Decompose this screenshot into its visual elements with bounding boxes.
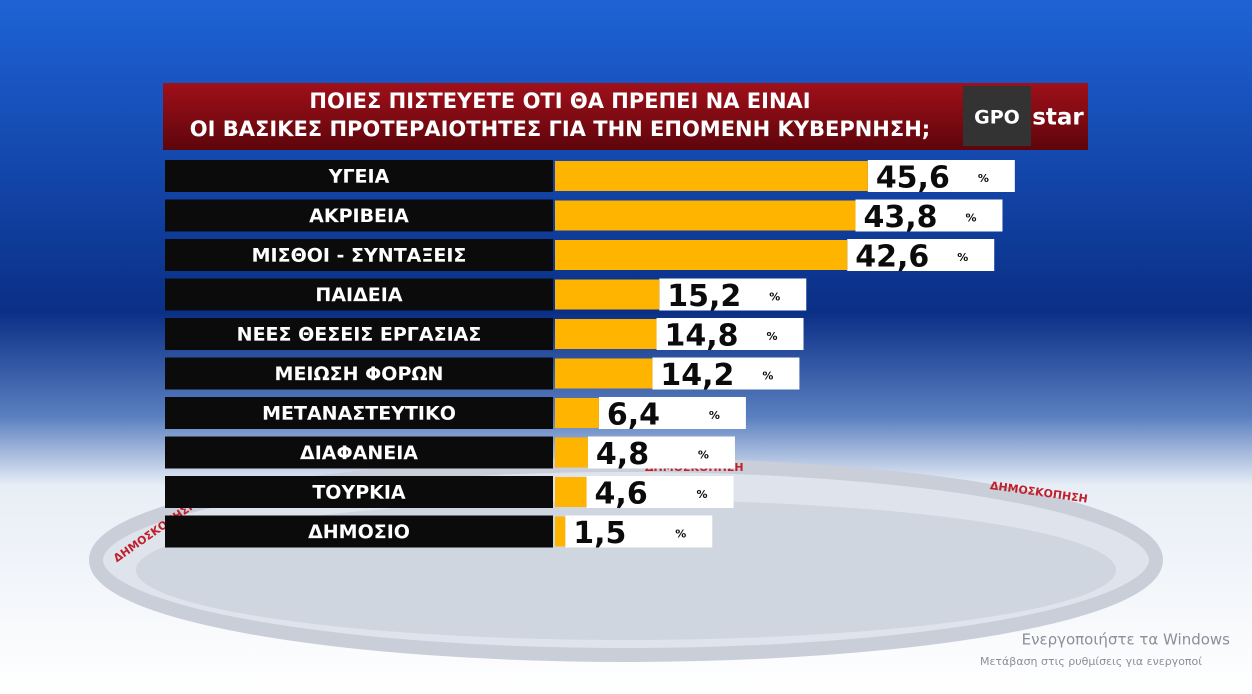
value-label: 6,4 <box>607 398 660 433</box>
bar <box>555 279 660 310</box>
category-label: ΤΟΥΡΚΙΑ <box>312 482 406 504</box>
value-box <box>586 476 734 508</box>
category-label: ΥΓΕΙΑ <box>328 166 390 188</box>
chart-title: ΠΟΙΕΣ ΠΙΣΤΕΥΕΤΕ ΟΤΙ ΘΑ ΠΡΕΠΕΙ ΝΑ ΕΙΝΑΙ <box>309 89 810 113</box>
bar <box>555 319 657 349</box>
bar <box>555 477 587 507</box>
category-label: ΜΙΣΘΟΙ - ΣΥΝΤΑΞΕΙΣ <box>252 245 467 267</box>
unit-label: % <box>957 251 968 264</box>
unit-label: % <box>697 488 708 501</box>
category-label: ΜΕΤΑΝΑΣΤΕΥΤΙΚΟ <box>262 403 456 425</box>
value-box <box>652 357 800 390</box>
category-label: ΠΑΙΔΕΙΑ <box>315 284 402 306</box>
value-box <box>847 239 995 271</box>
category-box <box>165 357 553 390</box>
logo-box <box>963 86 1031 146</box>
unit-label: % <box>698 449 709 462</box>
watermark: Ενεργοποιήστε τα Windows <box>1022 631 1231 649</box>
category-label: ΔΙΑΦΑΝΕΙΑ <box>300 442 418 464</box>
bar <box>555 240 848 270</box>
category-box <box>165 515 553 548</box>
bar <box>555 437 588 468</box>
category-label: ΔΗΜΟΣΙΟ <box>308 521 410 543</box>
category-box <box>165 278 553 311</box>
bar <box>555 516 566 547</box>
value-label: 42,6 <box>855 240 929 275</box>
unit-label: % <box>762 370 773 383</box>
bar <box>555 161 868 191</box>
value-box <box>659 278 807 311</box>
value-label: 43,8 <box>863 200 937 235</box>
bar <box>555 200 856 231</box>
value-box <box>598 397 746 429</box>
category-box <box>165 239 553 271</box>
unit-label: % <box>978 172 989 185</box>
logo: GPO <box>974 107 1020 129</box>
title-bar <box>163 83 1088 150</box>
value-box <box>565 515 713 548</box>
value-label: 14,8 <box>665 319 739 354</box>
value-label: 45,6 <box>876 161 950 196</box>
chart-title: ΟΙ ΒΑΣΙΚΕΣ ΠΡΟΤΕΡΑΙΟΤΗΤΕΣ ΓΙΑ ΤΗΝ ΕΠΟΜΕΝ… <box>190 117 930 141</box>
category-box <box>165 476 553 508</box>
watermark: Μετάβαση στις ρυθμίσεις για ενεργοποί <box>980 655 1202 668</box>
value-label: 4,8 <box>596 437 649 472</box>
value-label: 15,2 <box>667 279 741 314</box>
value-label: 4,6 <box>595 477 648 512</box>
category-label: ΜΕΙΩΣΗ ΦΟΡΩΝ <box>275 363 444 385</box>
value-box <box>855 199 1003 232</box>
value-box <box>867 160 1015 192</box>
unit-label: % <box>767 330 778 343</box>
unit-label: % <box>709 409 720 422</box>
category-box <box>165 318 553 350</box>
category-box <box>165 397 553 429</box>
category-box <box>165 199 553 232</box>
value-label: 14,2 <box>660 358 734 393</box>
unit-label: % <box>675 528 686 541</box>
value-label: 1,5 <box>573 516 626 551</box>
value-box <box>656 318 804 350</box>
logo: star <box>1032 105 1084 131</box>
unit-label: % <box>965 212 976 225</box>
category-box <box>165 436 553 469</box>
category-box <box>165 160 553 192</box>
bar <box>555 358 653 389</box>
value-box <box>587 436 735 469</box>
bar <box>555 398 599 428</box>
category-label: ΝΕΕΣ ΘΕΣΕΙΣ ΕΡΓΑΣΙΑΣ <box>237 324 482 346</box>
unit-label: % <box>769 291 780 304</box>
category-label: ΑΚΡΙΒΕΙΑ <box>309 205 409 227</box>
